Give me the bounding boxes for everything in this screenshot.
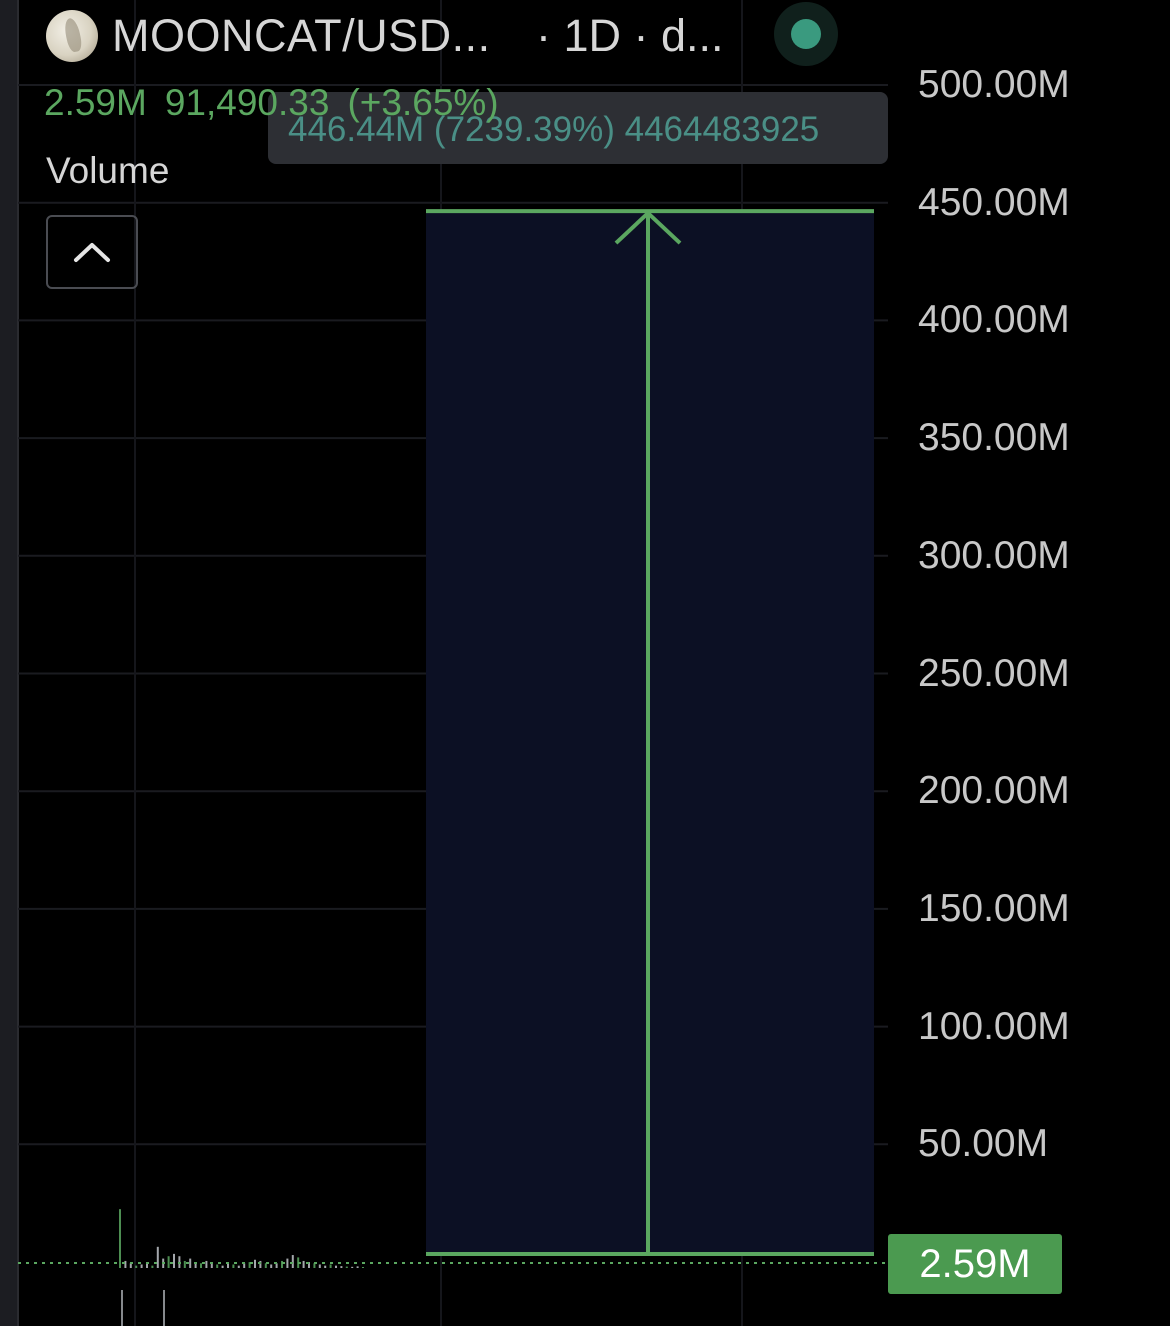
volume-bar xyxy=(248,1262,251,1268)
chevron-up-icon xyxy=(74,243,110,262)
y-tick-label: 200.00M xyxy=(918,769,1070,813)
measure-arrow[interactable] xyxy=(426,209,874,1256)
volume-bars xyxy=(119,1209,364,1326)
collapse-pane-button[interactable] xyxy=(46,215,138,289)
volume-bar xyxy=(124,1260,127,1268)
legend-values: 2.59M 91,490.33 (+3.65%) xyxy=(44,82,517,124)
volume-bar xyxy=(340,1266,343,1268)
volume-bar xyxy=(356,1266,359,1268)
measure-arrowhead xyxy=(614,210,682,245)
volume-bar xyxy=(189,1258,192,1268)
window-edge xyxy=(0,0,18,1326)
lower-pane-bar xyxy=(163,1290,165,1326)
volume-bar xyxy=(264,1263,267,1268)
volume-bar xyxy=(313,1263,316,1268)
volume-bar xyxy=(281,1260,283,1268)
volume-bar xyxy=(146,1262,148,1268)
volume-bar xyxy=(286,1258,289,1268)
volume-bar xyxy=(135,1265,138,1268)
y-tick-label: 300.00M xyxy=(918,533,1070,577)
volume-bar xyxy=(275,1263,278,1268)
current-value-tag: 2.59M xyxy=(888,1234,1062,1294)
symbol-title[interactable]: MOONCAT/USD... xyxy=(112,10,491,61)
y-tick-label: 250.00M xyxy=(918,651,1070,695)
y-tick-label: 50.00M xyxy=(918,1122,1049,1166)
measure-readout: 446.44M (7239.39%) 4464483925 xyxy=(268,92,888,164)
volume-bar xyxy=(308,1262,310,1268)
volume-bar xyxy=(254,1259,256,1268)
volume-bar xyxy=(232,1264,235,1268)
volume-bar xyxy=(335,1265,337,1268)
volume-bar xyxy=(210,1263,213,1268)
volume-bar xyxy=(216,1264,219,1268)
measure-readout-text: 446.44M (7239.39%) 4464483925 xyxy=(288,110,820,149)
volume-bar xyxy=(200,1263,202,1268)
volume-bar xyxy=(270,1264,273,1268)
volume-bar xyxy=(173,1253,175,1268)
volume-bar xyxy=(119,1209,121,1268)
volume-bar xyxy=(362,1267,364,1268)
volume-bar xyxy=(156,1246,159,1268)
volume-bar xyxy=(221,1265,224,1268)
volume-bar xyxy=(194,1262,197,1268)
y-tick-label: 350.00M xyxy=(918,416,1070,460)
mooncat-logo-icon xyxy=(46,10,98,62)
y-tick-label: 150.00M xyxy=(918,886,1070,930)
symbol-header[interactable]: MOONCAT/USD... xyxy=(46,6,491,66)
volume-bar xyxy=(237,1265,240,1268)
market-status-indicator[interactable] xyxy=(774,2,838,66)
legend-volume: 2.59M xyxy=(44,82,147,123)
y-tick-label: 500.00M xyxy=(918,63,1070,106)
volume-bar xyxy=(205,1260,208,1268)
pane-title: Volume xyxy=(46,150,170,191)
volume-bar xyxy=(302,1260,305,1268)
status-dot-icon xyxy=(791,19,821,49)
volume-bar xyxy=(291,1255,294,1268)
legend-change: (+3.65%) xyxy=(347,82,499,123)
y-tick-label: 450.00M xyxy=(918,180,1070,224)
y-tick-label: 100.00M xyxy=(918,1004,1070,1048)
lower-pane-bar xyxy=(121,1290,123,1326)
volume-bar xyxy=(324,1265,327,1268)
volume-bar xyxy=(329,1264,332,1268)
volume-bar xyxy=(151,1265,154,1268)
volume-bar xyxy=(227,1263,229,1268)
volume-bar xyxy=(318,1264,321,1268)
volume-bar xyxy=(345,1266,348,1268)
volume-bar xyxy=(167,1256,170,1268)
legend-price: 91,490.33 xyxy=(164,82,330,123)
y-tick-label: 400.00M xyxy=(918,298,1070,342)
volume-bar xyxy=(243,1263,246,1268)
window-edge-line xyxy=(17,0,19,1326)
volume-bar xyxy=(129,1263,132,1268)
volume-bar xyxy=(259,1260,262,1268)
interval-label[interactable]: · 1D · d... xyxy=(536,10,724,61)
volume-bar xyxy=(351,1266,354,1268)
volume-bar xyxy=(183,1260,186,1268)
volume-bar xyxy=(140,1264,143,1268)
